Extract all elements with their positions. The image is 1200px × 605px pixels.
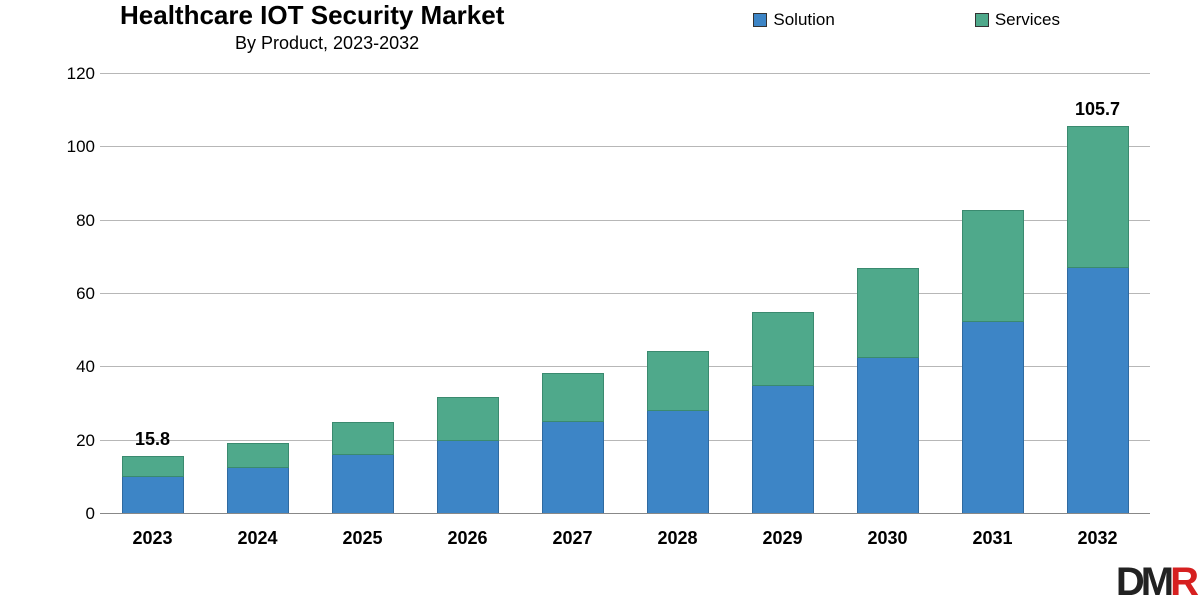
bar-segment-solution (332, 455, 394, 514)
bar-slot (730, 74, 835, 514)
watermark-d: D (1116, 560, 1141, 604)
bar-stack (962, 210, 1024, 514)
legend: Solution Services (753, 0, 1180, 30)
bar-stack (1067, 126, 1129, 514)
legend-item-services: Services (975, 10, 1060, 30)
bar-segment-solution (437, 441, 499, 514)
x-axis-labels: 2023202420252026202720282029203020312032 (100, 528, 1150, 549)
bar-segment-solution (122, 477, 184, 514)
bar-stack (857, 268, 919, 514)
bar-segment-solution (647, 411, 709, 514)
bar-segment-services (1067, 126, 1129, 268)
chart-title: Healthcare IOT Security Market (120, 0, 504, 31)
legend-item-solution: Solution (753, 10, 834, 30)
bar-segment-services (962, 210, 1024, 322)
chart-subtitle: By Product, 2023-2032 (120, 33, 504, 54)
y-axis: 020406080100120 (55, 74, 95, 514)
bar-stack (332, 422, 394, 514)
bar-stack (647, 351, 709, 514)
bar-stack (752, 312, 814, 514)
bar-segment-services (857, 268, 919, 358)
bar-slot (520, 74, 625, 514)
x-label: 2027 (520, 528, 625, 549)
bar-segment-services (122, 456, 184, 477)
bar-segment-solution (962, 322, 1024, 514)
bar-slot (625, 74, 730, 514)
bar-slot (205, 74, 310, 514)
x-label: 2025 (310, 528, 415, 549)
bar-segment-solution (1067, 268, 1129, 514)
x-label: 2032 (1045, 528, 1150, 549)
data-label: 105.7 (1038, 99, 1158, 120)
legend-label-services: Services (995, 10, 1060, 30)
bar-segment-solution (752, 386, 814, 514)
bars-container: 15.8 105.7 (100, 74, 1150, 514)
x-axis-line (100, 513, 1150, 514)
plot-area: 020406080100120 15.8105.7 20232024202520… (100, 74, 1150, 514)
bar-slot: 15.8 (100, 74, 205, 514)
y-tick: 20 (55, 431, 95, 451)
bar-slot (415, 74, 520, 514)
watermark-m: M (1141, 560, 1170, 604)
x-label: 2029 (730, 528, 835, 549)
bar-segment-services (437, 397, 499, 441)
bar-segment-services (647, 351, 709, 411)
bar-segment-solution (857, 358, 919, 514)
y-tick: 0 (55, 504, 95, 524)
bar-segment-services (542, 373, 604, 422)
bar-stack (227, 443, 289, 515)
x-label: 2028 (625, 528, 730, 549)
bar-stack (542, 373, 604, 514)
bar-segment-services (752, 312, 814, 385)
legend-swatch-solution (753, 13, 767, 27)
y-tick: 80 (55, 211, 95, 231)
bar-slot (835, 74, 940, 514)
bar-stack (122, 456, 184, 514)
x-label: 2030 (835, 528, 940, 549)
watermark-logo: DMR (1116, 560, 1195, 605)
legend-label-solution: Solution (773, 10, 834, 30)
y-tick: 100 (55, 137, 95, 157)
bar-segment-solution (542, 422, 604, 514)
chart-header: Healthcare IOT Security Market By Produc… (20, 0, 1180, 54)
y-tick: 60 (55, 284, 95, 304)
legend-swatch-services (975, 13, 989, 27)
bar-segment-services (227, 443, 289, 469)
y-tick: 120 (55, 64, 95, 84)
bar-segment-services (332, 422, 394, 455)
x-label: 2023 (100, 528, 205, 549)
title-block: Healthcare IOT Security Market By Produc… (20, 0, 504, 54)
x-label: 2026 (415, 528, 520, 549)
watermark-r: R (1170, 560, 1195, 604)
bar-slot (940, 74, 1045, 514)
x-label: 2031 (940, 528, 1045, 549)
bar-slot (310, 74, 415, 514)
bar-stack (437, 397, 499, 514)
data-label: 15.8 (93, 429, 213, 450)
x-label: 2024 (205, 528, 310, 549)
y-tick: 40 (55, 357, 95, 377)
chart-area: 020406080100120 15.8105.7 20232024202520… (20, 64, 1180, 564)
bar-segment-solution (227, 468, 289, 514)
bar-slot: 105.7 (1045, 74, 1150, 514)
